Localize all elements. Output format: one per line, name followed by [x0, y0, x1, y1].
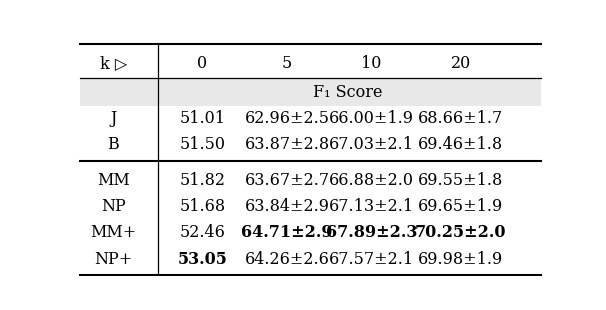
Text: J: J [110, 110, 116, 127]
Text: 63.84±2.9: 63.84±2.9 [245, 198, 330, 215]
Text: 62.96±2.5: 62.96±2.5 [245, 110, 330, 127]
Text: 51.68: 51.68 [179, 198, 225, 215]
Text: 66.00±1.9: 66.00±1.9 [329, 110, 414, 127]
Text: 63.87±2.8: 63.87±2.8 [245, 136, 330, 153]
Text: NP: NP [101, 198, 125, 215]
Text: 5: 5 [282, 55, 292, 72]
Text: 68.66±1.7: 68.66±1.7 [418, 110, 504, 127]
Text: 20: 20 [451, 55, 471, 72]
Text: 51.01: 51.01 [179, 110, 225, 127]
Text: B: B [107, 136, 119, 153]
Bar [81, 78, 541, 106]
Text: 69.98±1.9: 69.98±1.9 [418, 251, 504, 268]
Text: 53.05: 53.05 [178, 251, 227, 268]
Text: 51.50: 51.50 [179, 136, 225, 153]
Text: 69.55±1.8: 69.55±1.8 [418, 172, 504, 189]
Text: 70.25±2.0: 70.25±2.0 [415, 224, 507, 241]
Text: 69.46±1.8: 69.46±1.8 [418, 136, 504, 153]
Text: 67.03±2.1: 67.03±2.1 [329, 136, 414, 153]
Text: F₁ Score: F₁ Score [313, 84, 383, 101]
Text: 10: 10 [361, 55, 382, 72]
Text: 67.89±2.3: 67.89±2.3 [326, 224, 418, 241]
Text: k ▷: k ▷ [100, 55, 127, 72]
Text: 51.82: 51.82 [179, 172, 225, 189]
Text: 52.46: 52.46 [179, 224, 225, 241]
Text: 63.67±2.7: 63.67±2.7 [245, 172, 330, 189]
Text: MM+: MM+ [90, 224, 136, 241]
Text: 64.71±2.9: 64.71±2.9 [241, 224, 333, 241]
Text: 67.13±2.1: 67.13±2.1 [329, 198, 414, 215]
Text: 64.26±2.6: 64.26±2.6 [245, 251, 330, 268]
Text: 0: 0 [198, 55, 208, 72]
Text: MM: MM [97, 172, 130, 189]
Text: 67.57±2.1: 67.57±2.1 [329, 251, 414, 268]
Text: NP+: NP+ [94, 251, 133, 268]
Text: 66.88±2.0: 66.88±2.0 [329, 172, 414, 189]
Text: 69.65±1.9: 69.65±1.9 [418, 198, 504, 215]
